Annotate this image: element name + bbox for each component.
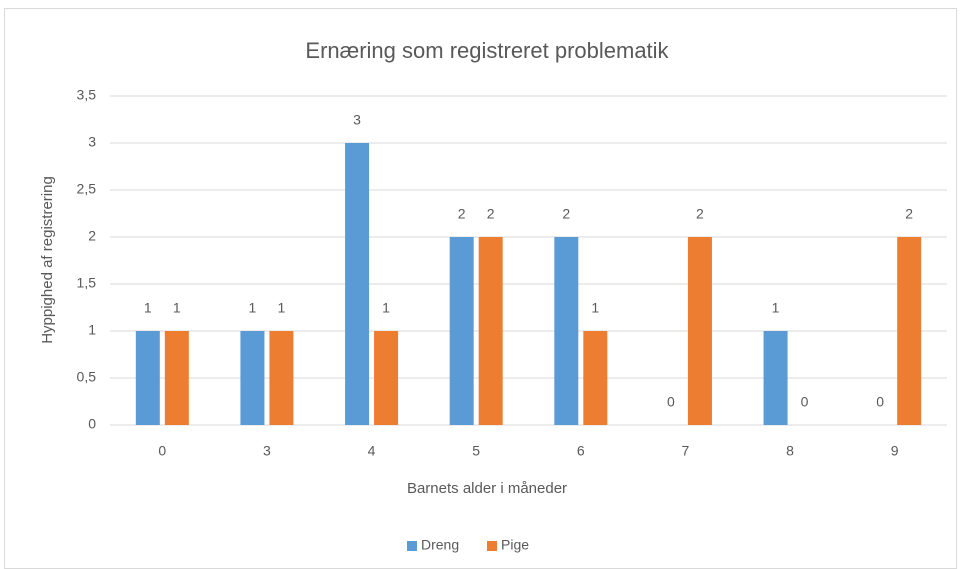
x-tick-label: 9 xyxy=(891,443,899,459)
y-tick-label: 3,5 xyxy=(77,87,97,103)
data-label: 1 xyxy=(772,300,780,316)
x-tick-label: 8 xyxy=(786,443,794,459)
legend-label: Dreng xyxy=(421,537,459,553)
data-label: 1 xyxy=(278,300,286,316)
y-tick-label: 2 xyxy=(88,228,96,244)
y-tick-label: 0,5 xyxy=(77,369,97,385)
data-label: 3 xyxy=(353,112,361,128)
legend-label: Pige xyxy=(501,537,529,553)
data-label: 0 xyxy=(801,394,809,410)
bar xyxy=(164,331,189,425)
bar xyxy=(345,143,370,425)
bar xyxy=(478,237,503,425)
data-label: 2 xyxy=(905,206,913,222)
bar xyxy=(897,237,922,425)
legend-swatch xyxy=(407,541,417,551)
data-label: 1 xyxy=(591,300,599,316)
x-tick-label: 5 xyxy=(472,443,480,459)
x-tick-label: 0 xyxy=(158,443,166,459)
data-label: 0 xyxy=(876,394,884,410)
data-label: 1 xyxy=(173,300,181,316)
y-tick-label: 1 xyxy=(88,322,96,338)
bar xyxy=(269,331,294,425)
data-label: 2 xyxy=(487,206,495,222)
chart-title: Ernæring som registreret problematik xyxy=(305,38,669,63)
bar xyxy=(763,331,788,425)
data-label: 1 xyxy=(249,300,257,316)
x-tick-label: 7 xyxy=(682,443,690,459)
y-tick-label: 3 xyxy=(88,134,96,150)
data-label: 1 xyxy=(382,300,390,316)
bar xyxy=(554,237,579,425)
x-axis-title: Barnets alder i måneder xyxy=(407,480,567,497)
legend-swatch xyxy=(487,541,497,551)
x-tick-label: 4 xyxy=(368,443,376,459)
data-label: 2 xyxy=(562,206,570,222)
x-tick-label: 3 xyxy=(263,443,271,459)
data-label: 2 xyxy=(458,206,466,222)
bar xyxy=(135,331,160,425)
y-tick-label: 1,5 xyxy=(77,275,97,291)
bar xyxy=(583,331,608,425)
data-label: 1 xyxy=(144,300,152,316)
data-label: 2 xyxy=(696,206,704,222)
y-tick-label: 2,5 xyxy=(77,181,97,197)
y-axis-title: Hyppighed af registrering xyxy=(39,176,56,344)
x-tick-label: 6 xyxy=(577,443,585,459)
bar xyxy=(240,331,265,425)
bar xyxy=(449,237,474,425)
data-label: 0 xyxy=(667,394,675,410)
y-tick-label: 0 xyxy=(88,416,96,432)
bar xyxy=(374,331,399,425)
bar xyxy=(687,237,712,425)
